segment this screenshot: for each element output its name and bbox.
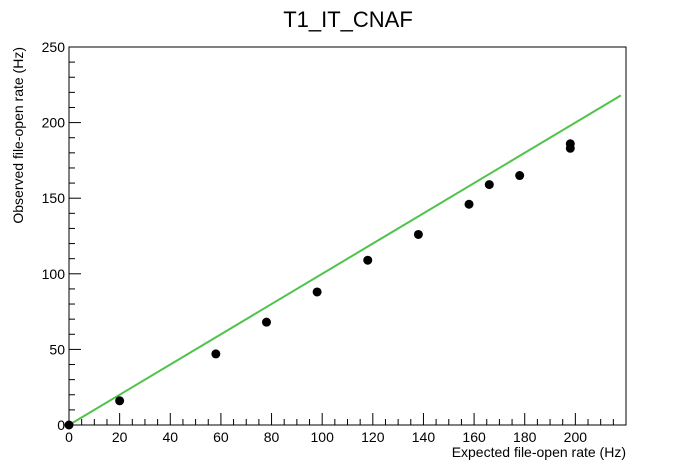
y-tick-label: 200	[42, 115, 66, 131]
x-tick-label: 160	[462, 429, 486, 445]
y-tick-label: 100	[42, 266, 66, 282]
x-tick-label: 40	[162, 429, 178, 445]
y-axis: 0 50 100 150 200 250	[42, 39, 81, 433]
y-tick-label: 50	[49, 341, 65, 357]
x-tick-label: 140	[412, 429, 436, 445]
data-point	[484, 180, 494, 190]
data-point	[565, 139, 575, 149]
data-point	[515, 171, 525, 181]
data-point	[115, 396, 125, 406]
y-axis-label: Observed file-open rate (Hz)	[10, 47, 26, 224]
data-point	[413, 229, 423, 239]
data-point	[211, 349, 221, 359]
y-tick-label: 150	[42, 190, 66, 206]
x-tick-label: 80	[264, 429, 280, 445]
y-tick-label: 250	[42, 39, 66, 55]
data-point	[261, 317, 271, 327]
x-tick-label: 60	[213, 429, 229, 445]
x-tick-label: 200	[564, 429, 588, 445]
x-axis: 0 20 40 60 80 100 120 140 160 180 200	[65, 413, 614, 445]
data-layer	[64, 94, 622, 430]
plot-frame	[68, 46, 627, 426]
data-point	[312, 287, 322, 297]
x-tick-label: 20	[112, 429, 128, 445]
chart-title: T1_IT_CNAF	[283, 7, 413, 32]
data-point	[464, 199, 474, 209]
x-tick-label: 0	[65, 429, 73, 445]
reference-line	[68, 94, 622, 426]
y-tick-label: 0	[57, 417, 65, 433]
x-tick-label: 120	[361, 429, 385, 445]
data-point	[363, 255, 373, 265]
x-tick-label: 180	[513, 429, 537, 445]
data-point	[64, 420, 74, 430]
x-tick-label: 100	[311, 429, 335, 445]
x-axis-label: Expected file-open rate (Hz)	[452, 444, 626, 460]
